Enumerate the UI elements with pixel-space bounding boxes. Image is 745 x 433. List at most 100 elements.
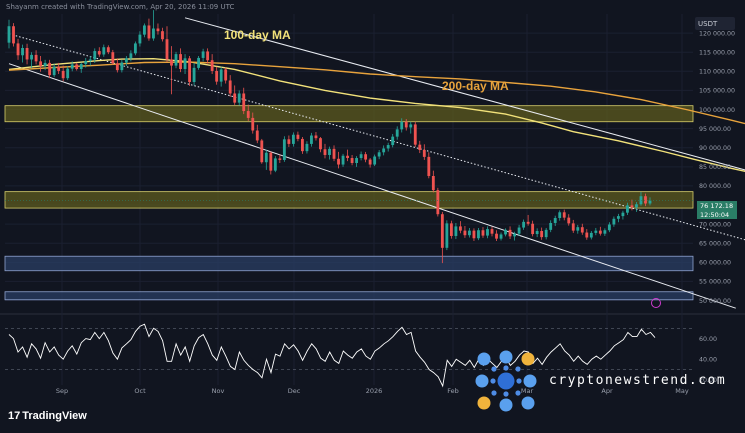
candle-body (486, 229, 489, 236)
candle (66, 66, 70, 81)
candle-body (97, 51, 101, 55)
date-tick-label: Dec (288, 387, 301, 395)
candle (70, 61, 74, 72)
candle (30, 52, 33, 69)
candle (323, 143, 327, 159)
candle (319, 137, 322, 153)
candle-body (553, 218, 557, 223)
current-price-tag: 76 172.18 (697, 201, 737, 210)
currency-badge[interactable]: USDT (695, 17, 735, 30)
candle-body (571, 223, 575, 231)
candle (413, 121, 417, 147)
candle-body (440, 214, 444, 248)
axes: 120 000.00 115 000.00 110 000.00 105 000.00… (56, 30, 735, 395)
rsi-panel (5, 323, 693, 388)
candle (224, 67, 228, 84)
candle (486, 226, 489, 239)
rsi-tick-label: 60.00 (699, 336, 717, 343)
candle-body (626, 205, 629, 213)
candle (296, 131, 300, 142)
candle-body (454, 226, 458, 236)
candle-body (206, 51, 210, 61)
candle-body (170, 59, 173, 66)
candle-body (106, 47, 110, 53)
date-tick-label: May (675, 387, 689, 395)
candle-body (66, 68, 70, 79)
candle (52, 63, 56, 78)
candle (526, 214, 530, 226)
candle (43, 59, 47, 71)
tradingview-logo[interactable]: 17 TradingView (8, 410, 87, 422)
candle-body (526, 221, 530, 224)
candle (255, 124, 259, 144)
candle-body (296, 134, 300, 139)
candle-body (133, 43, 137, 54)
date-tick-label: Mar (521, 387, 534, 395)
candle-body (580, 227, 584, 233)
candle (314, 132, 318, 141)
candle-body (278, 158, 282, 160)
candle (648, 197, 652, 206)
candle-body (224, 69, 228, 81)
channel-lines (8, 17, 745, 309)
candle-body (251, 117, 255, 131)
moving-averages (8, 57, 745, 173)
candle (278, 154, 282, 163)
candle-body (174, 54, 178, 66)
candle (192, 63, 196, 86)
watermark-dot (499, 398, 513, 412)
candle-body (93, 51, 97, 60)
candle (440, 211, 444, 264)
candle (328, 146, 331, 160)
candle-body (282, 139, 286, 160)
candle-body (337, 158, 340, 165)
candle (310, 132, 313, 147)
candle-body (513, 233, 516, 237)
candle (305, 141, 309, 154)
candle (477, 227, 480, 241)
candle (589, 231, 593, 240)
tradingview-mark-icon: 17 (8, 410, 21, 422)
alert-icon[interactable] (651, 298, 661, 308)
candle-body (156, 28, 160, 32)
candle (576, 224, 580, 234)
candle-body (314, 135, 318, 139)
candle (269, 151, 273, 175)
candle-body (635, 204, 638, 208)
candle (562, 209, 566, 221)
candle-body (386, 145, 390, 149)
candle-body (607, 224, 611, 231)
candle-body (499, 234, 503, 239)
supply-zone (4, 191, 694, 209)
candle (233, 85, 237, 105)
candle-body (558, 212, 562, 219)
candle (260, 138, 264, 164)
candle (161, 27, 164, 42)
candle-body (504, 229, 507, 235)
candle (571, 219, 575, 233)
candle (147, 18, 151, 41)
candle-body (210, 60, 214, 71)
watermark-small-dot (503, 365, 509, 371)
watermark-small-dot (490, 378, 496, 384)
candle-body (346, 155, 349, 159)
candle-body (260, 140, 264, 163)
candle-body (540, 231, 544, 238)
watermark-dot (499, 350, 513, 364)
candle-body (310, 135, 313, 144)
candle-body (61, 70, 65, 79)
candle (7, 19, 11, 49)
candle (48, 59, 52, 79)
candle (228, 75, 232, 97)
candle-timer-tag: 12:50:04 (697, 210, 737, 219)
candle (612, 216, 616, 227)
candle-body (219, 69, 223, 82)
price-tick-label: 105 000.00 (699, 88, 735, 95)
demand-zone (4, 291, 694, 301)
candle (332, 145, 336, 162)
candle-body (111, 52, 115, 64)
candle-body (255, 130, 259, 141)
candle-body (242, 93, 246, 112)
candle (242, 87, 246, 115)
